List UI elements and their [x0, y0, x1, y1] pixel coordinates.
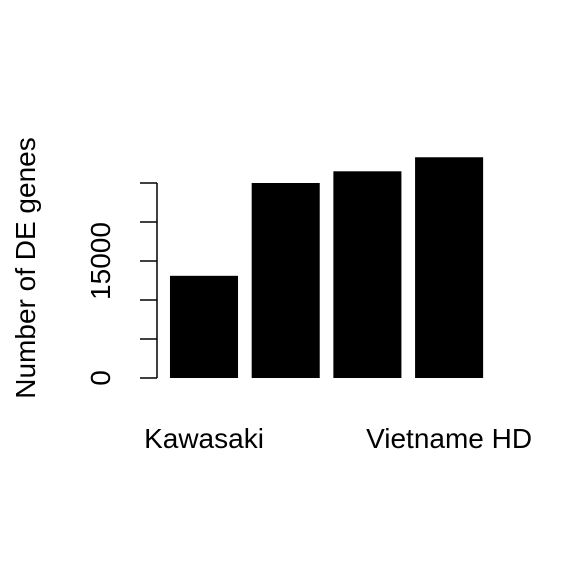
y-tick-label: 15000: [85, 222, 116, 300]
y-tick-label: 0: [85, 370, 116, 386]
bar: [415, 157, 484, 378]
x-tick-label: Vietname HD: [366, 423, 532, 454]
x-tick-label: Kawasaki: [144, 423, 264, 454]
y-axis-label: Number of DE genes: [10, 137, 41, 398]
bar: [333, 171, 402, 378]
bar: [251, 183, 320, 378]
bar: [169, 275, 239, 378]
